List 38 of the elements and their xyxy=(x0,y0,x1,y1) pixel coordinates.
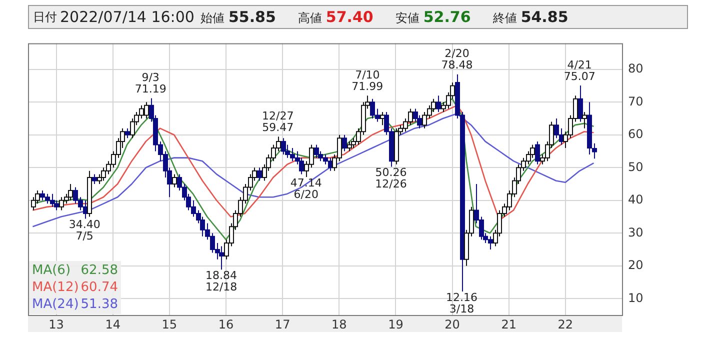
x-tick-label: 13 xyxy=(48,317,64,332)
text: MA(6) xyxy=(32,262,71,279)
x-tick-label: 15 xyxy=(162,317,178,332)
annotation: 7/10 71.99 xyxy=(352,68,384,93)
y-tick-label: 30 xyxy=(628,225,644,240)
annotation: 9/3 71.19 xyxy=(134,71,166,96)
x-tick-label: 21 xyxy=(501,317,516,332)
x-tick-label: 14 xyxy=(105,317,120,332)
text: MA(24) xyxy=(32,296,79,313)
text: 始値 55.85 xyxy=(200,8,276,26)
text: 安値 52.76 xyxy=(395,8,471,26)
y-tick-label: 50 xyxy=(628,160,644,174)
y-tick-label: 70 xyxy=(628,94,644,108)
annotation: 62.58 xyxy=(80,262,118,279)
annotation: 4/21 75.07 xyxy=(564,58,596,83)
text: 高値 57.40 xyxy=(298,8,374,26)
y-tick-label: 60 xyxy=(628,127,644,142)
annotation: 12/27 59.47 xyxy=(262,109,294,134)
annotation: 34.40 7/5 xyxy=(68,218,100,243)
annotation: 60.74 xyxy=(80,279,118,296)
x-tick-label: 18 xyxy=(332,317,347,332)
x-tick-label: 22 xyxy=(558,317,574,332)
x-tick-label: 19 xyxy=(388,317,404,332)
annotation: 2/20 78.48 xyxy=(441,47,473,72)
annotation: 50.26 12/26 xyxy=(375,166,407,191)
chart-title: 日付 2022/07/14 16:00 xyxy=(33,8,194,26)
text: 終値 54.85 xyxy=(492,8,568,26)
x-tick-label: 16 xyxy=(218,317,234,332)
y-tick-label: 80 xyxy=(628,62,644,76)
y-tick-label: 10 xyxy=(628,290,644,305)
y-tick-label: 40 xyxy=(628,192,644,207)
x-tick-label: 17 xyxy=(274,317,290,332)
annotation: 18.84 12/18 xyxy=(205,269,238,294)
x-tick-label: 20 xyxy=(444,317,460,332)
annotation: 12.16 3/18 xyxy=(446,290,478,316)
text: MA(12) xyxy=(32,279,79,296)
annotation: 51.38 xyxy=(80,296,118,313)
y-tick-label: 20 xyxy=(628,258,644,272)
